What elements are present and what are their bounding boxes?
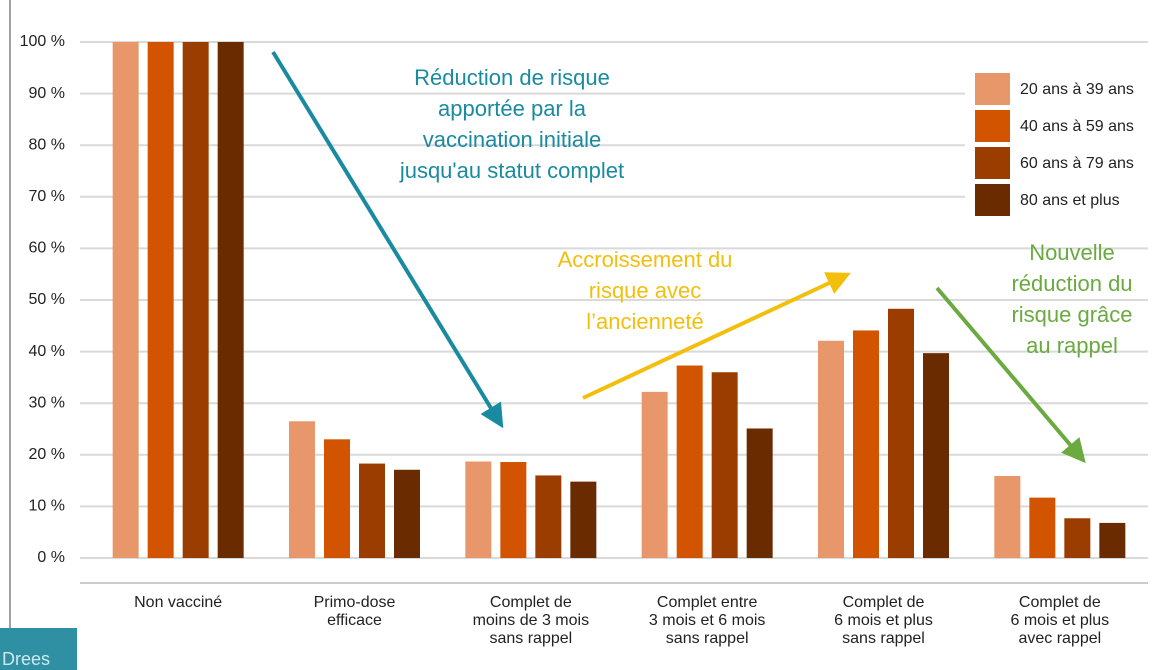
y-tick-label: 90 % xyxy=(29,85,65,102)
y-tick-label: 10 % xyxy=(29,498,65,515)
annotation: Nouvelle réduction du risque grâce au ra… xyxy=(1011,240,1133,358)
bar xyxy=(217,42,244,558)
legend-swatch xyxy=(975,73,1010,105)
bar xyxy=(535,475,562,558)
arrow xyxy=(271,50,504,429)
x-tick-label: Complet de moins de 3 mois sans rappel xyxy=(472,594,590,647)
arrow xyxy=(935,286,1086,464)
x-tick-label: Complet entre 3 mois et 6 mois sans rapp… xyxy=(648,594,766,647)
bar xyxy=(570,481,597,558)
y-tick-label: 70 % xyxy=(29,188,65,205)
x-tick-label: Primo-dose efficace xyxy=(313,594,396,629)
bar xyxy=(818,340,844,558)
logo: Drees xyxy=(0,628,77,670)
bar xyxy=(112,42,139,558)
bar xyxy=(182,42,209,558)
legend-label: 80 ans et plus xyxy=(1020,192,1120,209)
legend-label: 20 ans à 39 ans xyxy=(1020,81,1134,98)
bar xyxy=(641,391,668,558)
bar xyxy=(676,365,703,558)
legend-swatch xyxy=(975,110,1010,142)
legend-swatch xyxy=(975,184,1010,216)
bar xyxy=(711,372,738,558)
y-tick-label: 100 % xyxy=(20,33,65,50)
bar xyxy=(994,475,1021,558)
bar xyxy=(1064,518,1091,558)
x-tick-label: Non vacciné xyxy=(134,594,223,611)
bar xyxy=(1099,522,1126,558)
y-tick-label: 40 % xyxy=(29,343,65,360)
bar xyxy=(147,42,174,558)
y-tick-label: 50 % xyxy=(29,291,65,308)
legend-label: 60 ans à 79 ans xyxy=(1020,155,1134,172)
legend-label: 40 ans à 59 ans xyxy=(1020,118,1134,135)
y-tick-label: 30 % xyxy=(29,394,65,411)
bar xyxy=(888,308,914,558)
annotation: Accroissement du risque avec l’anciennet… xyxy=(557,247,733,334)
x-tick-label: Complet de 6 mois et plus avec rappel xyxy=(1010,594,1110,647)
bar xyxy=(359,463,385,558)
y-tick-label: 80 % xyxy=(29,136,65,153)
y-tick-label: 0 % xyxy=(37,549,65,566)
bar xyxy=(394,469,420,558)
bar xyxy=(923,353,949,558)
arrow xyxy=(582,272,851,400)
y-tick-label: 20 % xyxy=(29,446,65,463)
bars xyxy=(112,42,1126,558)
legend-swatch xyxy=(975,147,1010,179)
legend: 20 ans à 39 ans 40 ans à 59 ans 60 ans à 7… xyxy=(975,73,1134,216)
bar xyxy=(853,330,879,558)
bar xyxy=(746,428,773,558)
bar xyxy=(465,461,492,558)
x-tick-label: Complet de 6 mois et plus sans rappel xyxy=(834,594,933,647)
bar xyxy=(289,421,315,558)
bar xyxy=(500,462,527,558)
bar xyxy=(1029,497,1056,558)
bar xyxy=(324,439,350,558)
y-tick-label: 60 % xyxy=(29,240,65,257)
annotation: Réduction de risque apportée par la vacc… xyxy=(399,65,625,183)
